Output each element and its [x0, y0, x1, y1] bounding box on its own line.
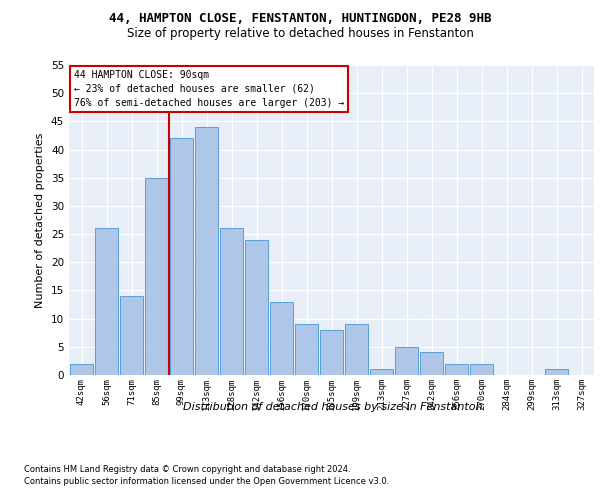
- Text: Size of property relative to detached houses in Fenstanton: Size of property relative to detached ho…: [127, 28, 473, 40]
- Bar: [320, 330, 343, 375]
- Bar: [70, 364, 93, 375]
- Text: Contains HM Land Registry data © Crown copyright and database right 2024.: Contains HM Land Registry data © Crown c…: [24, 465, 350, 474]
- Y-axis label: Number of detached properties: Number of detached properties: [35, 132, 46, 308]
- Bar: [445, 364, 468, 375]
- Bar: [295, 324, 318, 375]
- Bar: [245, 240, 268, 375]
- Text: Distribution of detached houses by size in Fenstanton: Distribution of detached houses by size …: [183, 402, 483, 412]
- Bar: [545, 370, 568, 375]
- Bar: [470, 364, 493, 375]
- Bar: [345, 324, 368, 375]
- Bar: [370, 370, 393, 375]
- Bar: [120, 296, 143, 375]
- Bar: [220, 228, 243, 375]
- Text: Contains public sector information licensed under the Open Government Licence v3: Contains public sector information licen…: [24, 478, 389, 486]
- Text: 44 HAMPTON CLOSE: 90sqm
← 23% of detached houses are smaller (62)
76% of semi-de: 44 HAMPTON CLOSE: 90sqm ← 23% of detache…: [74, 70, 344, 108]
- Bar: [270, 302, 293, 375]
- Bar: [95, 228, 118, 375]
- Bar: [420, 352, 443, 375]
- Bar: [145, 178, 168, 375]
- Bar: [170, 138, 193, 375]
- Bar: [195, 127, 218, 375]
- Bar: [395, 347, 418, 375]
- Text: 44, HAMPTON CLOSE, FENSTANTON, HUNTINGDON, PE28 9HB: 44, HAMPTON CLOSE, FENSTANTON, HUNTINGDO…: [109, 12, 491, 26]
